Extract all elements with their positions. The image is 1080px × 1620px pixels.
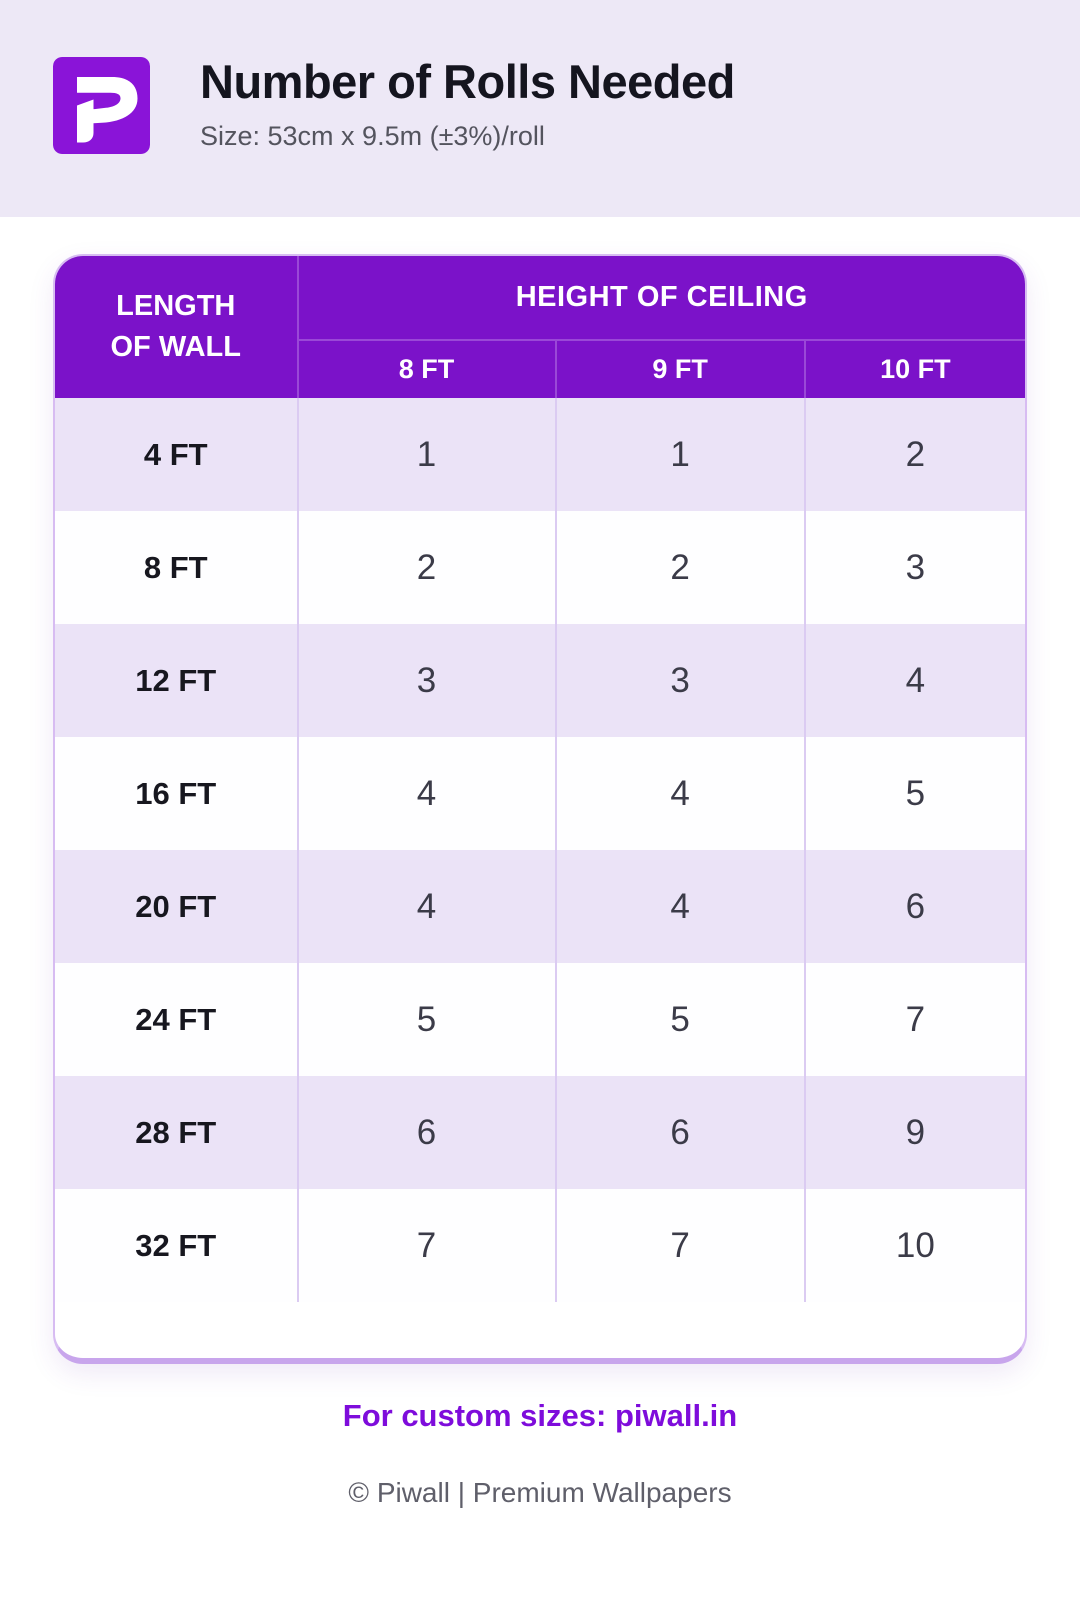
table-row: 32 FT 7 7 10 (55, 1189, 1025, 1302)
row-label: 32 FT (135, 1227, 217, 1263)
cell-value: 7 (803, 963, 1025, 1076)
column-group-header: HEIGHT OF CEILING (297, 256, 1025, 341)
table-header: LENGTH OF WALL HEIGHT OF CEILING 8 FT 9 … (55, 256, 1025, 398)
rolls-table-card: LENGTH OF WALL HEIGHT OF CEILING 8 FT 9 … (53, 254, 1027, 1364)
copyright-text: © Piwall | Premium Wallpapers (348, 1477, 732, 1508)
page-header: Number of Rolls Needed Size: 53cm x 9.5m… (53, 57, 735, 154)
roll-size-subtitle: Size: 53cm x 9.5m (±3%)/roll (200, 120, 545, 151)
cell-value: 5 (554, 963, 805, 1076)
cell-value: 6 (803, 850, 1025, 963)
cell-value: 10 (803, 1189, 1025, 1302)
row-label: 24 FT (135, 1001, 217, 1037)
cell-value: 2 (803, 398, 1025, 511)
row-label: 16 FT (135, 775, 217, 811)
cell-value: 4 (296, 850, 556, 963)
row-label: 12 FT (135, 662, 217, 698)
piwall-logo-icon (53, 57, 150, 154)
cell-value: 7 (554, 1189, 805, 1302)
piwall-logo (53, 57, 150, 154)
column-header-10ft: 10 FT (803, 340, 1025, 398)
table-row: 12 FT 3 3 4 (55, 624, 1025, 737)
cell-value: 4 (296, 737, 556, 850)
table-row: 16 FT 4 4 5 (55, 737, 1025, 850)
cell-value: 1 (554, 398, 805, 511)
cell-value: 4 (554, 737, 805, 850)
cell-value: 5 (803, 737, 1025, 850)
table-row: 28 FT 6 6 9 (55, 1076, 1025, 1189)
custom-sizes-note: For custom sizes: piwall.in (342, 1398, 738, 1433)
table-row: 24 FT 5 5 7 (55, 963, 1025, 1076)
row-axis-header: LENGTH OF WALL (55, 256, 299, 398)
title-block: Number of Rolls Needed Size: 53cm x 9.5m… (200, 57, 735, 152)
cell-value: 6 (296, 1076, 556, 1189)
cell-value: 4 (803, 624, 1025, 737)
cell-value: 6 (554, 1076, 805, 1189)
row-label: 20 FT (135, 888, 217, 924)
table-body: 4 FT 1 1 2 8 FT 2 2 3 12 FT 3 3 4 16 FT … (55, 398, 1025, 1302)
cell-value: 4 (554, 850, 805, 963)
cell-value: 3 (554, 624, 805, 737)
column-header-9ft: 9 FT (554, 340, 805, 398)
cell-value: 5 (296, 963, 556, 1076)
rolls-table: LENGTH OF WALL HEIGHT OF CEILING 8 FT 9 … (55, 256, 1025, 1302)
page-title: Number of Rolls Needed (200, 55, 735, 108)
row-label: 28 FT (135, 1114, 217, 1150)
table-row: 8 FT 2 2 3 (55, 511, 1025, 624)
cell-value: 9 (803, 1076, 1025, 1189)
table-row: 4 FT 1 1 2 (55, 398, 1025, 511)
row-label: 8 FT (143, 549, 208, 585)
cell-value: 3 (296, 624, 556, 737)
cell-value: 3 (803, 511, 1025, 624)
table-row: 20 FT 4 4 6 (55, 850, 1025, 963)
cell-value: 7 (296, 1189, 556, 1302)
column-header-8ft: 8 FT (297, 340, 556, 398)
cell-value: 2 (296, 511, 556, 624)
cell-value: 1 (296, 398, 556, 511)
header-band (0, 0, 1080, 217)
cell-value: 2 (554, 511, 805, 624)
row-label: 4 FT (143, 436, 208, 472)
